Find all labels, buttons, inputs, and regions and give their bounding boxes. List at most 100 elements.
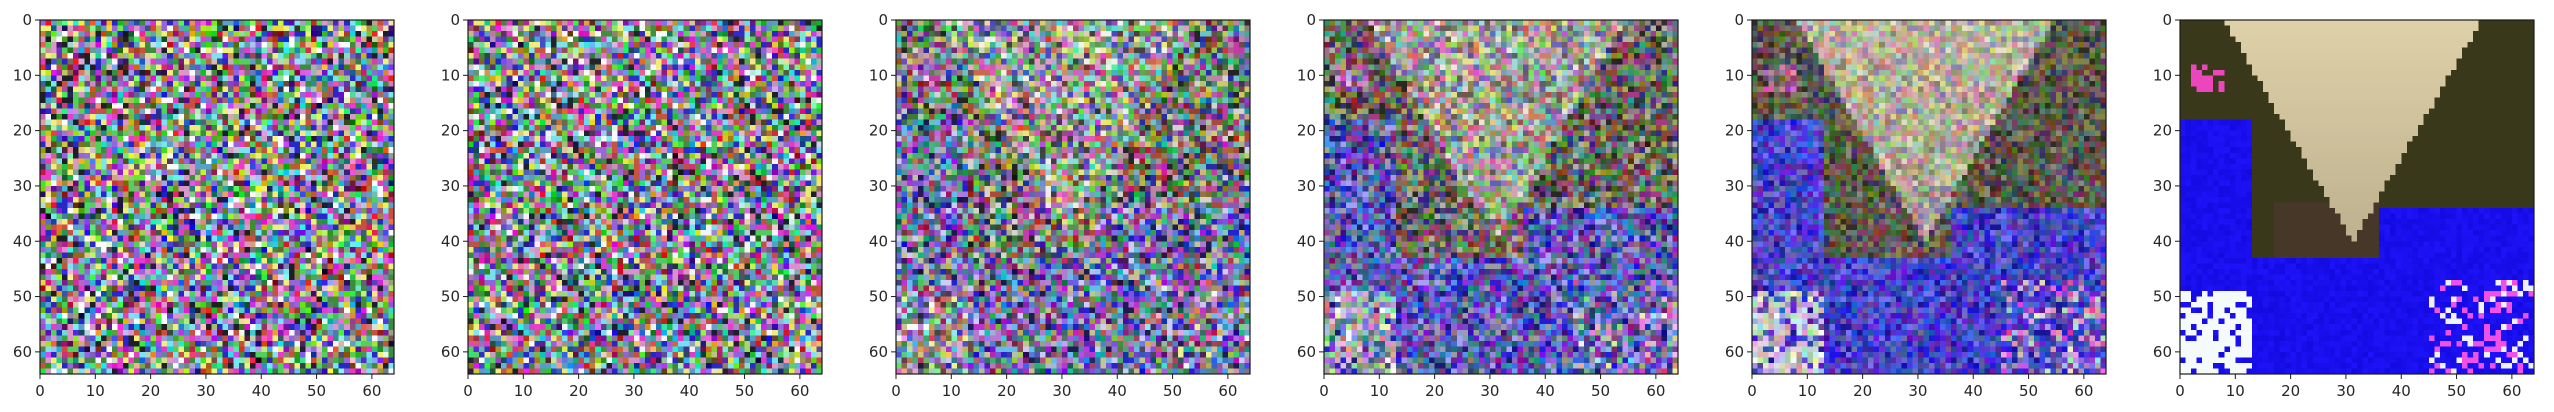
y-tick-label: 30: [1297, 177, 1316, 195]
panel-4-svg: 0 10 20 30 40 50 60 0 10 20 30 40 50 60: [1297, 11, 1679, 400]
y-tick-label: 60: [1297, 343, 1316, 361]
x-tick-label: 10: [86, 382, 105, 400]
panel-6-axes-frame: [2179, 19, 2535, 375]
y-tick-label: 10: [2153, 66, 2172, 84]
panel-4: 0 10 20 30 40 50 60 0 10 20 30 40 50 60: [1284, 0, 1704, 412]
x-tick-label: 50: [1163, 382, 1182, 400]
panel-5-image: [1752, 20, 2106, 374]
panel-6-svg: 0 10 20 30 40 50 60 0 10 20 30 40 50 60: [2153, 11, 2535, 400]
y-tick-label: 50: [2153, 288, 2172, 306]
y-tick-label: 40: [1297, 232, 1316, 250]
x-tick-label: 20: [997, 382, 1016, 400]
y-tick-label: 40: [1725, 232, 1744, 250]
x-tick-label: 10: [942, 382, 961, 400]
panel-2: 0 10 20 30 40 50 60 0 10 20 30 40 50 60: [428, 0, 848, 412]
y-tick-label: 60: [2153, 343, 2172, 361]
x-tick-label: 30: [624, 382, 643, 400]
y-tick-label: 30: [13, 177, 32, 195]
panel-5: 0 10 20 30 40 50 60 0 10 20 30 40 50 60: [1712, 0, 2132, 412]
panel-6: 0 10 20 30 40 50 60 0 10 20 30 40 50 60: [2140, 0, 2554, 412]
x-tick-label: 10: [1370, 382, 1389, 400]
y-tick-label: 0: [878, 11, 888, 29]
y-tick-label: 30: [441, 177, 460, 195]
x-tick-label: 10: [1798, 382, 1817, 400]
panel-3: 0 10 20 30 40 50 60 0 10 20 30 40 50 60: [856, 0, 1276, 412]
panel-5-axes-frame: [1751, 19, 2107, 375]
y-tick-label: 0: [22, 11, 32, 29]
y-tick-label: 20: [441, 122, 460, 140]
y-tick-label: 10: [13, 66, 32, 84]
x-tick-label: 0: [463, 382, 473, 400]
x-tick-label: 40: [1536, 382, 1555, 400]
x-tick-label: 30: [196, 382, 215, 400]
y-tick-label: 60: [869, 343, 888, 361]
y-tick-label: 0: [450, 11, 460, 29]
x-tick-label: 50: [2447, 382, 2466, 400]
panel-1-svg: 0 10 20 30 40 50 60 0 10 20 30 40 50 60: [13, 11, 395, 400]
panel-4-image: [1324, 20, 1678, 374]
x-tick-label: 20: [1853, 382, 1872, 400]
y-tick-label: 40: [441, 232, 460, 250]
x-tick-label: 50: [2019, 382, 2038, 400]
panel-3-svg: 0 10 20 30 40 50 60 0 10 20 30 40 50 60: [869, 11, 1251, 400]
y-tick-label: 0: [2162, 11, 2172, 29]
panel-3-axes-frame: [895, 19, 1251, 375]
panel-1-image: [40, 20, 394, 374]
y-tick-label: 60: [441, 343, 460, 361]
x-tick-label: 0: [1319, 382, 1329, 400]
x-tick-label: 60: [790, 382, 809, 400]
panel-2-axes-frame: [467, 19, 823, 375]
x-tick-label: 60: [2074, 382, 2093, 400]
y-tick-label: 20: [2153, 122, 2172, 140]
x-tick-label: 20: [1425, 382, 1444, 400]
panel-2-svg: 0 10 20 30 40 50 60 0 10 20 30 40 50 60: [441, 11, 823, 400]
y-tick-label: 20: [869, 122, 888, 140]
x-tick-label: 30: [1480, 382, 1499, 400]
y-tick-label: 10: [441, 66, 460, 84]
panel-3-image: [896, 20, 1250, 374]
y-tick-label: 10: [869, 66, 888, 84]
x-tick-label: 40: [252, 382, 271, 400]
y-tick-label: 60: [1725, 343, 1744, 361]
y-tick-label: 0: [1734, 11, 1744, 29]
x-tick-label: 0: [35, 382, 45, 400]
x-tick-label: 50: [1591, 382, 1610, 400]
y-tick-label: 50: [1725, 288, 1744, 306]
panel-1: 0 10 20 30 40 50 60 0 10 20 30 40 50 60: [0, 0, 420, 412]
x-tick-label: 50: [735, 382, 754, 400]
x-tick-label: 30: [1908, 382, 1927, 400]
y-tick-label: 20: [13, 122, 32, 140]
x-tick-label: 50: [307, 382, 326, 400]
x-tick-label: 0: [891, 382, 901, 400]
y-tick-label: 30: [869, 177, 888, 195]
y-tick-label: 60: [13, 343, 32, 361]
y-tick-label: 30: [2153, 177, 2172, 195]
panel-4-axes-frame: [1323, 19, 1679, 375]
x-tick-label: 0: [2175, 382, 2185, 400]
x-tick-label: 20: [569, 382, 588, 400]
x-tick-label: 60: [362, 382, 381, 400]
x-tick-label: 0: [1747, 382, 1757, 400]
x-tick-label: 30: [1052, 382, 1071, 400]
y-tick-label: 20: [1725, 122, 1744, 140]
y-tick-label: 50: [13, 288, 32, 306]
x-tick-label: 20: [2281, 382, 2300, 400]
x-tick-label: 60: [2502, 382, 2521, 400]
panel-5-svg: 0 10 20 30 40 50 60 0 10 20 30 40 50 60: [1725, 11, 2107, 400]
y-tick-label: 30: [1725, 177, 1744, 195]
x-tick-label: 40: [1964, 382, 1983, 400]
y-tick-label: 50: [869, 288, 888, 306]
x-tick-label: 40: [2392, 382, 2411, 400]
y-tick-label: 50: [1297, 288, 1316, 306]
y-tick-label: 40: [13, 232, 32, 250]
x-tick-label: 40: [680, 382, 699, 400]
x-tick-label: 60: [1646, 382, 1665, 400]
y-tick-label: 50: [441, 288, 460, 306]
y-tick-label: 40: [2153, 232, 2172, 250]
y-tick-label: 10: [1725, 66, 1744, 84]
y-tick-label: 0: [1306, 11, 1316, 29]
panel-1-axes-frame: [39, 19, 395, 375]
y-tick-label: 40: [869, 232, 888, 250]
y-tick-label: 10: [1297, 66, 1316, 84]
